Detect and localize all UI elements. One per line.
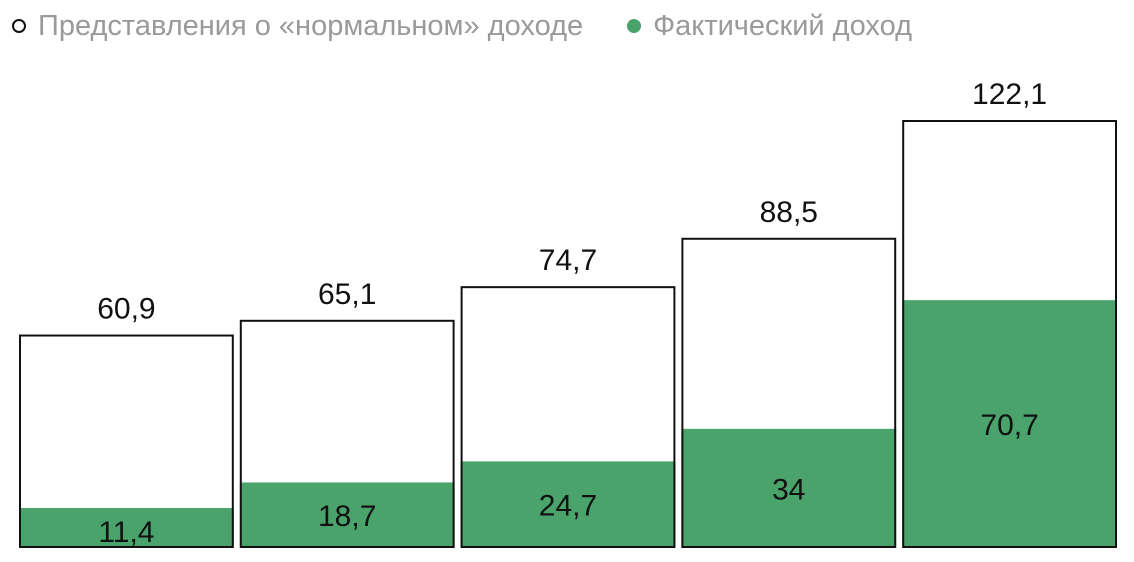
- bar-actual-3: [460, 461, 676, 548]
- legend-item-expected: Представления о «нормальном» доходе: [12, 10, 583, 43]
- bar-group-5: 122,1 70,7: [902, 78, 1118, 548]
- legend-swatch-actual: [627, 19, 642, 33]
- value-label-actual-4: 34: [772, 473, 805, 506]
- value-label-expected-3: 74,7: [539, 244, 597, 277]
- bar-expected-border-5: [902, 120, 1118, 548]
- legend-swatch-expected: [12, 19, 26, 33]
- bar-actual-4: [681, 428, 897, 548]
- bar-actual-1: [19, 508, 234, 548]
- legend-label-expected: Представления о «нормальном» доходе: [38, 9, 584, 42]
- bar-group-1: 60,9 11,4: [19, 293, 234, 549]
- value-label-actual-2: 18,7: [318, 500, 376, 533]
- bar-expected-border-2: [239, 319, 455, 548]
- chart-legend: Представления о «нормальном» доходе Факт…: [12, 6, 912, 46]
- bar-expected-border-3: [460, 286, 676, 548]
- bar-group-4: 88,5 34: [681, 196, 897, 548]
- bar-group-2: 65,1 18,7: [239, 278, 455, 548]
- bar-expected-border-1: [19, 334, 234, 548]
- value-label-actual-5: 70,7: [980, 409, 1038, 442]
- bar-actual-5: [902, 300, 1117, 548]
- value-label-actual-3: 24,7: [539, 490, 597, 523]
- legend-item-actual: Фактический доход: [627, 10, 912, 43]
- bar-actual-2: [239, 482, 455, 548]
- value-label-actual-1: 11,4: [98, 516, 154, 549]
- value-label-expected-2: 65,1: [318, 278, 376, 311]
- bar-expected-border-4: [681, 237, 897, 548]
- bar-group-3: 74,7 24,7: [460, 244, 676, 548]
- value-label-expected-5: 122,1: [972, 78, 1047, 111]
- legend-label-actual: Фактический доход: [653, 9, 912, 42]
- value-label-expected-1: 60,9: [97, 293, 155, 326]
- value-label-expected-4: 88,5: [760, 196, 818, 229]
